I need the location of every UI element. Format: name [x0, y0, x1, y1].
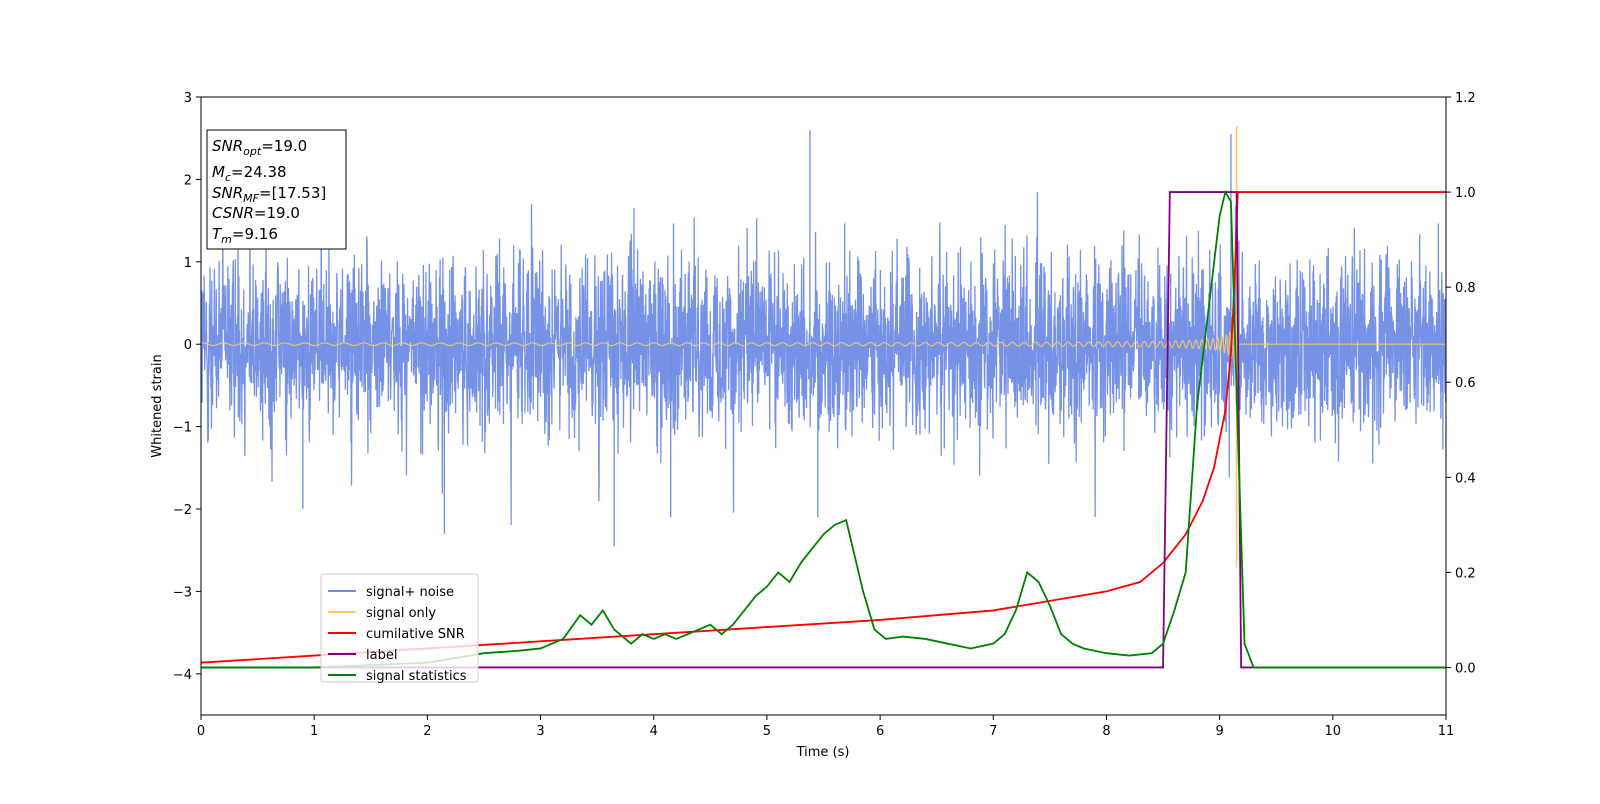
x-tick-label-3: 3	[536, 724, 544, 739]
y-right-tick-label-5: 1.0	[1455, 186, 1476, 201]
x-tick-label-7: 7	[989, 724, 997, 739]
info-box: SNRopt=19.0 Mc=24.38 SNRMF=[17.53] CSNR=…	[206, 129, 347, 250]
info-snr-opt: SNRopt=19.0	[212, 137, 307, 158]
info-tm: Tm=9.16	[212, 225, 278, 246]
x-tick-label-1: 1	[310, 724, 318, 739]
x-tick-label-0: 0	[197, 724, 205, 739]
info-csnr: CSNR=19.0	[212, 204, 300, 222]
x-tick-label-8: 8	[1102, 724, 1110, 739]
x-tick-label-10: 10	[1325, 724, 1342, 739]
legend-label-3: label	[366, 648, 397, 663]
y-right-tick-label-0: 0.0	[1455, 661, 1476, 676]
info-snr-mf: SNRMF=[17.53]	[212, 184, 326, 205]
series-signal-statistics	[201, 189, 1446, 669]
legend-label-0: signal+ noise	[366, 585, 454, 600]
x-tick-label-5: 5	[763, 724, 771, 739]
y-right-tick-label-4: 0.8	[1455, 281, 1476, 296]
info-box-frame	[206, 129, 347, 250]
x-axis-label: Time (s)	[796, 745, 850, 760]
y-left-tick-label-4: 0	[184, 338, 192, 353]
y-right-tick-label-2: 0.4	[1455, 471, 1476, 486]
info-mc: Mc=24.38	[212, 163, 287, 184]
y-left-tick-label-1: −3	[173, 585, 192, 600]
y-right-tick-label-6: 1.2	[1455, 91, 1476, 106]
y-left-tick-label-7: 3	[184, 91, 192, 106]
x-tick-label-6: 6	[876, 724, 884, 739]
legend-frame	[320, 573, 479, 683]
legend-label-2: cumilative SNR	[366, 627, 465, 642]
ticks: 0 1 2 3 4 5 6 7 8 9 10 11 −4 −3 −2 −1 0 1 2 3 0.0 0.2 0.4 0.6 0.…	[173, 91, 1476, 739]
y-left-tick-label-0: −4	[173, 668, 192, 683]
y-right-tick-label-3: 0.6	[1455, 376, 1476, 391]
x-tick-label-9: 9	[1215, 724, 1223, 739]
legend-label-1: signal only	[366, 606, 436, 621]
y-right-tick-label-1: 0.2	[1455, 566, 1476, 581]
y-left-tick-label-2: −2	[173, 503, 192, 518]
axes-frame	[200, 96, 1447, 716]
y-left-tick-label-6: 2	[184, 173, 192, 188]
y-left-tick-label-5: 1	[184, 256, 192, 271]
plot-area	[201, 125, 1446, 669]
series-signal-noise	[201, 171, 1446, 526]
x-tick-label-4: 4	[650, 724, 658, 739]
legend: signal+ noise signal only cumilative SNR la…	[320, 573, 479, 684]
x-tick-label-2: 2	[423, 724, 431, 739]
legend-label-4: signal statistics	[366, 669, 467, 684]
y-left-tick-label-3: −1	[173, 421, 192, 436]
y-axis-label: Whitened strain	[150, 354, 165, 457]
x-tick-label-11: 11	[1438, 724, 1455, 739]
